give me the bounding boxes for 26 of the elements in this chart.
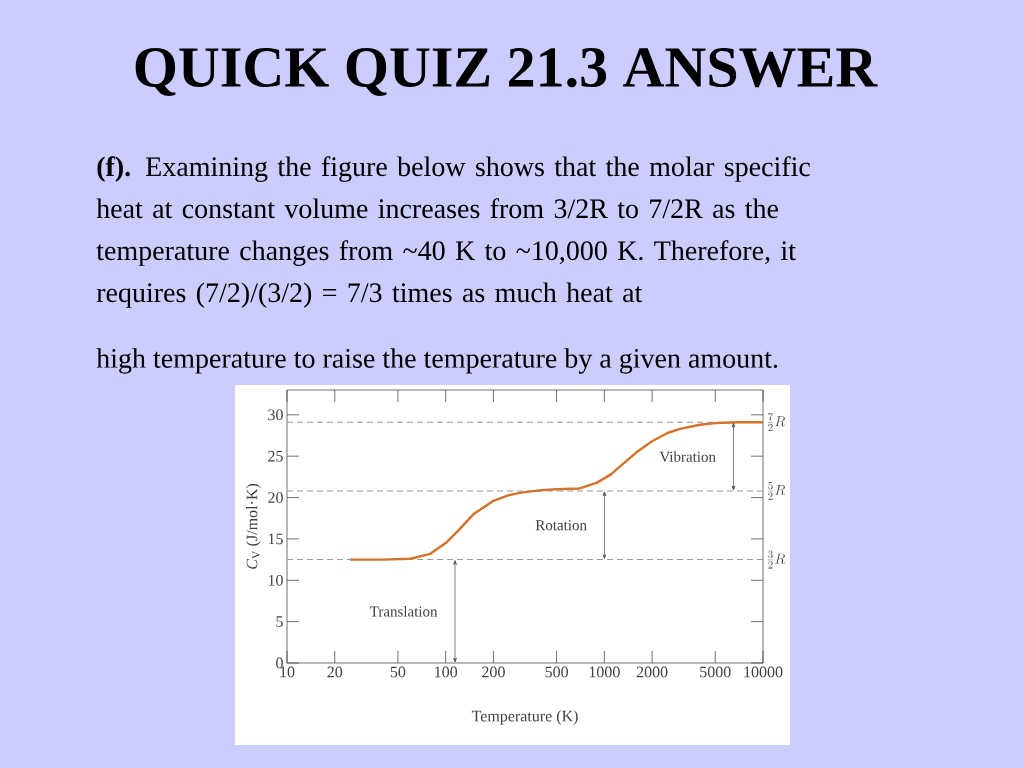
y-tick-label: 5 xyxy=(276,616,283,627)
y-axis-title: C$_{V}$ (J/mol·K) xyxy=(246,483,261,569)
x-axis-title: Temperature (K) xyxy=(471,710,578,725)
x-tick-label: 5000 xyxy=(700,666,731,678)
x-tick-label: 10000 xyxy=(744,666,783,678)
x-tick-label: 100 xyxy=(435,666,458,678)
annotation: Vibration xyxy=(659,451,716,462)
ref-line-label: $\frac{5}{2}R$ xyxy=(767,481,786,500)
y-tick-label: 15 xyxy=(268,533,283,545)
y-tick-label: 10 xyxy=(268,574,283,586)
chart-title: QUICK QUIZ 21.3 ANSWER xyxy=(135,48,878,96)
x-tick-label: 200 xyxy=(482,666,505,678)
x-tick-label: 20 xyxy=(327,666,343,678)
text: high temperature to raise the temperature by a given amount. xyxy=(96,348,778,374)
ref-line-label: $\frac{7}{2}R$ xyxy=(767,413,786,432)
annotation: Translation xyxy=(369,606,438,617)
y-tick-label: 30 xyxy=(268,409,283,421)
x-tick-label: 500 xyxy=(545,666,568,678)
y-tick-label: 20 xyxy=(268,492,283,503)
annotation: Rotation xyxy=(535,520,587,531)
x-tick-label: 1000 xyxy=(589,666,620,678)
ref-line-label: $\frac{3}{2}R$ xyxy=(767,550,786,569)
x-tick-label: 2000 xyxy=(636,666,668,678)
chart-subtitle: (f). Examining the figure below shows that the molar specific heat at constant volume increases from 3/2R to 7/2R as the temperature changes from ~40 K to ~10,000 K. Therefore, it requires (7/2)/(3/2) = 7/3 times as much heat at xyxy=(96,156,810,308)
x-tick-label: 50 xyxy=(390,666,406,678)
y-tick-label: 25 xyxy=(268,450,283,462)
